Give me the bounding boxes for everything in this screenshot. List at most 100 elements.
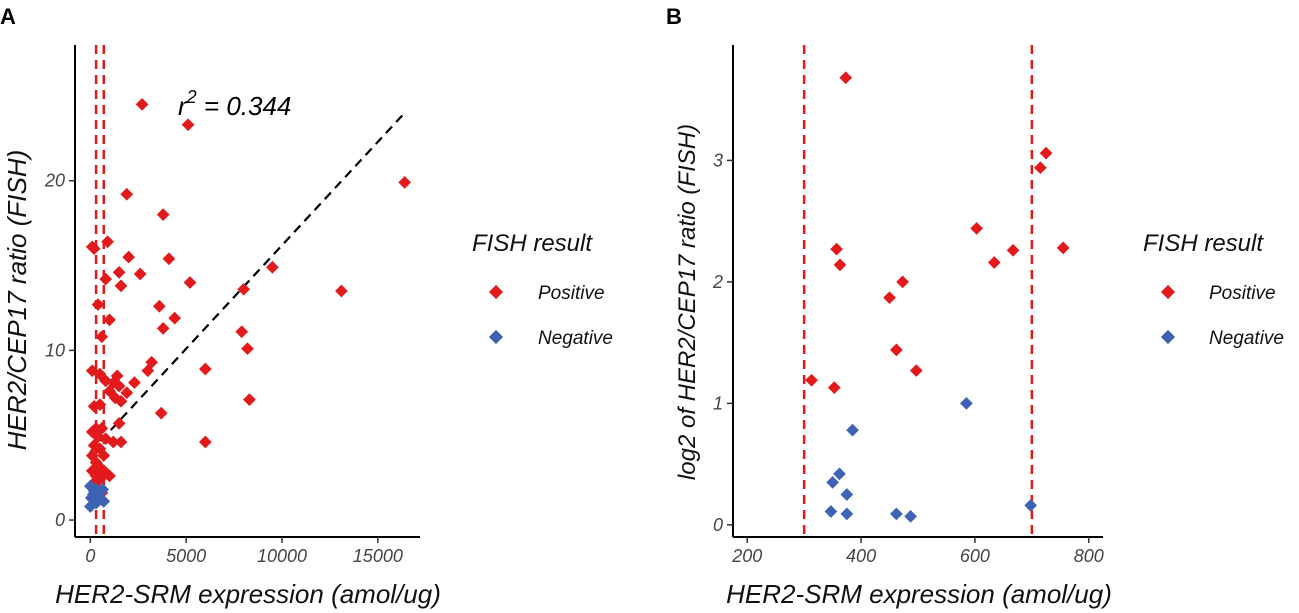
panel-a-point-positive: [133, 267, 147, 281]
panel-a-y-tick-label: 0: [55, 510, 65, 530]
panel-a-point-positive: [112, 416, 126, 430]
panel-b-point-negative: [846, 423, 859, 437]
legend-b-negative-label: Negative: [1209, 328, 1284, 349]
panel-b-y-tick-label: 0: [713, 515, 723, 535]
panel-b-point-positive: [1034, 161, 1047, 175]
panel-a-x-tick-label: 5000: [166, 546, 206, 566]
legend-b-negative-marker: [1160, 329, 1176, 345]
panel-a-point-positive: [266, 260, 279, 274]
regression-trend-line: [89, 112, 406, 453]
legend-a-title: FISH result: [472, 230, 593, 257]
panel-a-plot-area: 0 5000 10000 15000 0 10 20: [44, 45, 420, 566]
panel-b-point-positive: [970, 222, 983, 235]
panel-b-x-tick-label: 400: [846, 546, 876, 566]
panel-a-point-positive: [398, 176, 412, 189]
panel-b-point-positive: [1006, 243, 1020, 257]
panel-a-point-positive: [168, 311, 182, 325]
panel-a-point-positive: [241, 342, 254, 356]
panel-a-x-tick-label: 10000: [257, 546, 307, 566]
panel-b-point-negative: [833, 467, 846, 481]
panel-b-point-positive: [1039, 146, 1053, 160]
panel-b-point-positive: [805, 373, 818, 387]
panel-a-point-positive: [156, 208, 170, 222]
panel-a-point-positive: [93, 398, 107, 412]
panel-a-point-positive: [103, 469, 116, 483]
panel-b-x-tick-label: 800: [1074, 546, 1104, 566]
legend-a-negative-label: Negative: [538, 328, 613, 349]
panel-a-point-positive: [156, 321, 170, 335]
legend-a-negative-marker: [488, 329, 504, 345]
panel-a-point-positive: [95, 330, 109, 344]
panel-b-point-negative: [890, 507, 903, 521]
panel-b: B 200 400 600 800 0 1 2 3 HER2-SRM expression (…: [666, 4, 1112, 609]
panel-a-x-tick-label: 0: [85, 546, 95, 566]
panel-a: A 0 5000 10000 15000 0 10 20 r2 = 0.344 HER2-S…: [0, 4, 441, 609]
panel-a-x-tick-label: 15000: [353, 546, 403, 566]
panel-b-label: B: [666, 4, 682, 29]
panel-a-point-positive: [335, 284, 348, 298]
panel-a-y-tick-label: 20: [44, 171, 65, 191]
panel-b-point-negative: [824, 505, 838, 518]
panel-b-point-positive: [890, 343, 903, 357]
panel-a-point-positive: [91, 298, 105, 311]
panel-a-point-positive: [235, 325, 249, 339]
panel-a-point-positive: [162, 252, 176, 266]
panel-a-x-axis-title: HER2-SRM expression (amol/ug): [55, 579, 441, 609]
panel-a-point-positive: [114, 279, 128, 293]
panel-a-point-positive: [141, 364, 155, 378]
panel-b-y-tick-label: 2: [712, 272, 723, 292]
panel-b-x-tick-label: 600: [960, 546, 990, 566]
panel-a-point-positive: [97, 449, 111, 462]
panel-a-point-positive: [152, 299, 166, 313]
legend-a-positive-marker: [488, 284, 504, 300]
panel-a-point-negative: [89, 496, 103, 510]
panel-b-y-axis-title: log2 of HER2/CEP17 ratio (FISH): [674, 124, 701, 480]
panel-a-point-positive: [181, 118, 195, 132]
panel-a-point-positive: [122, 250, 136, 264]
r-squared-annotation: r2 = 0.344: [178, 87, 291, 121]
panel-b-point-positive: [909, 364, 923, 377]
legend-b-title: FISH result: [1143, 230, 1264, 257]
panel-a-y-tick-label: 10: [45, 340, 65, 360]
panel-b-point-negative: [840, 488, 854, 501]
panel-b-point-positive: [987, 256, 1001, 269]
panel-b-point-negative: [1024, 499, 1038, 512]
panel-a-point-positive: [128, 376, 141, 389]
panel-a-y-axis-title: HER2/CEP17 ratio (FISH): [2, 150, 32, 451]
panel-a-point-positive: [114, 435, 128, 449]
panel-b-point-positive: [883, 291, 896, 305]
panel-a-point-positive: [103, 313, 116, 327]
panel-a-point-positive: [112, 265, 126, 279]
panel-a-point-positive: [101, 235, 114, 249]
panel-b-point-positive: [830, 242, 843, 256]
legend-b-positive-label: Positive: [1209, 283, 1276, 304]
panel-a-point-negative: [96, 483, 110, 496]
panel-b-point-positive: [833, 258, 847, 272]
panel-a-point-positive: [243, 393, 256, 406]
panel-a-point-positive: [198, 362, 212, 376]
panel-a-point-positive: [106, 435, 120, 449]
panel-b-point-negative: [826, 475, 839, 489]
panel-b-plot-area: 200 400 600 800 0 1 2 3: [712, 45, 1104, 566]
panel-b-point-positive: [839, 71, 853, 85]
panel-b-x-axis-title: HER2-SRM expression (amol/ug): [726, 579, 1112, 609]
legend-a-positive-label: Positive: [538, 283, 605, 304]
panel-b-point-negative: [960, 397, 973, 410]
panel-a-point-positive: [114, 394, 128, 408]
panel-b-point-positive: [896, 275, 909, 289]
panel-b-legend: FISH result Positive Negative: [1143, 230, 1284, 349]
panel-b-x-tick-label: 200: [731, 546, 762, 566]
panel-b-point-positive: [827, 381, 841, 394]
panel-b-point-negative: [840, 507, 854, 521]
panel-a-point-positive: [87, 242, 101, 255]
panel-b-y-tick-label: 3: [713, 150, 723, 170]
panel-b-y-tick-label: 1: [713, 393, 723, 413]
panel-a-point-positive: [112, 379, 126, 393]
panel-a-point-positive: [198, 435, 212, 449]
panel-a-label: A: [0, 4, 16, 29]
panel-a-point-positive: [237, 282, 251, 296]
legend-b-positive-marker: [1160, 284, 1176, 300]
panel-b-point-positive: [1056, 241, 1070, 255]
panel-a-point-positive: [154, 406, 168, 420]
panel-a-point-positive: [99, 272, 113, 286]
